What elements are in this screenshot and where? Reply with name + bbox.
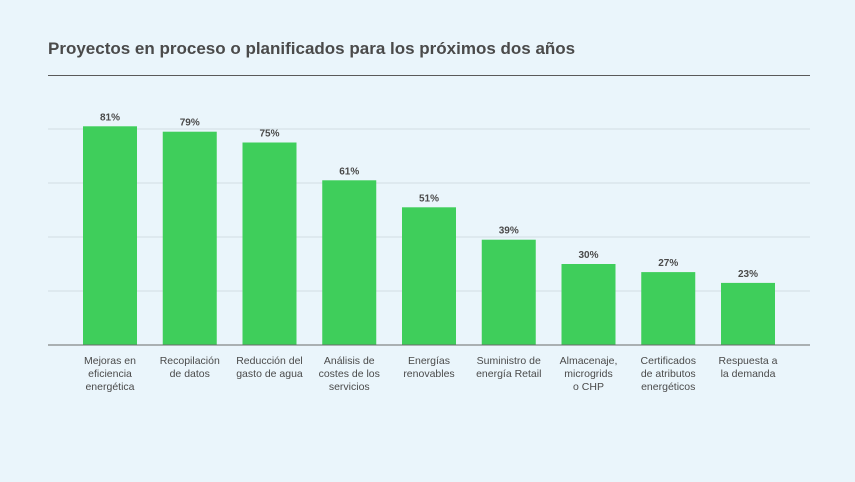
data-label: 23% [738,269,758,280]
chart-title: Proyectos en proceso o planificados para… [48,39,576,58]
x-tick-label: Suministro de energía Retail [476,355,541,380]
x-tick-label: Análisis de costes de los servicios [319,355,380,393]
x-tick-label-line: o CHP [573,381,604,393]
title-divider [48,75,810,76]
x-tick-label-line: Suministro de [477,355,541,367]
x-tick-label: Respuesta a la demanda [719,355,778,380]
x-tick-label-line: Análisis de [324,355,375,367]
data-label: 75% [259,129,279,140]
bar [561,264,616,345]
x-tick-label-line: Respuesta a [719,355,778,367]
x-tick-label: Certificados de atributos energéticos [641,355,696,393]
data-label: 27% [658,258,678,269]
x-tick-label: Mejoras en eficiencia energética [84,355,136,393]
x-tick-label-line: renovables [403,368,454,380]
bar [162,131,217,345]
x-tick-label-line: energéticos [641,381,695,393]
bar [721,282,775,345]
x-tick-label-line: de datos [170,368,210,380]
x-tick-label-line: eficiencia [88,368,132,380]
x-tick-label-line: Recopilación [160,355,220,367]
bar [322,180,377,345]
x-tick-label-line: Almacenaje, [560,355,618,367]
x-tick-label: Energías renovables [403,355,454,380]
bar [481,239,536,345]
x-tick-label: Almacenaje, microgrids o CHP [560,355,618,393]
x-tick-label-line: costes de los [319,368,380,380]
x-tick-label-line: Energías [408,355,450,367]
data-label: 51% [419,193,439,204]
bar [83,126,137,345]
x-tick-label-line: energética [85,381,134,393]
bar [242,142,297,345]
x-tick-label-line: gasto de agua [236,368,303,380]
data-label: 61% [339,166,359,177]
data-label: 79% [180,118,200,129]
x-tick-label: Reducción del gasto de agua [236,355,303,380]
bar [402,207,456,345]
x-tick-label-line: servicios [329,381,370,393]
x-tick-label-line: microgrids [564,368,612,380]
x-tick-label: Recopilación de datos [160,355,220,380]
x-tick-label-line: de atributos [641,368,696,380]
bar [641,272,696,345]
x-tick-label-line: Mejoras en [84,355,136,367]
data-label: 81% [100,112,120,123]
data-label: 39% [499,226,519,237]
data-label: 30% [578,250,598,261]
x-tick-label-line: la demanda [721,368,776,380]
x-tick-label-line: Reducción del [236,355,303,367]
x-tick-label-line: Certificados [641,355,696,367]
x-tick-label-line: energía Retail [476,368,541,380]
